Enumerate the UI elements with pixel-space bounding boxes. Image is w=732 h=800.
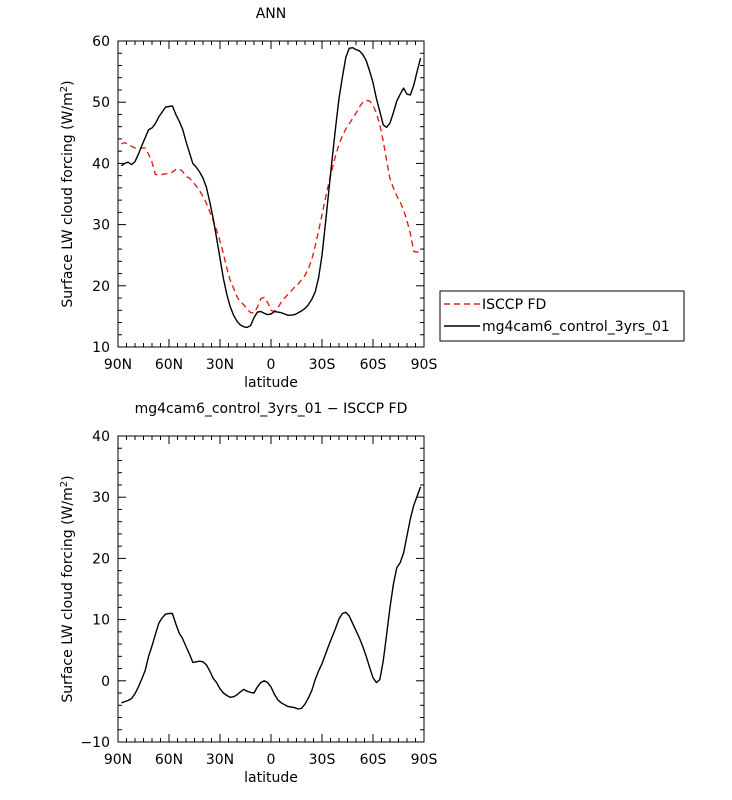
series-line-0 [121,486,422,710]
y-tick-label: 30 [92,490,110,506]
y-tick-label: −10 [80,735,110,751]
x-tick-label: 30S [309,752,336,768]
x-tick-label: 60S [360,752,387,768]
y-tick-label: 40 [92,429,110,445]
x-tick-label: 30N [206,752,234,768]
y-axis-label-close: ) [60,80,76,85]
legend-box [439,290,685,342]
top-panel: ANN 90N 60N 30N 0 30S 60S 90S 10 20 30 40 50 60 latitu… [59,6,685,391]
y-axis-label: Surface LW cloud forcing (W/m2) [59,80,76,307]
y-tick-label: 10 [92,340,110,356]
y-tick-label: 20 [92,551,110,567]
y-tick-label: 60 [92,34,110,50]
x-axis-label: latitude [244,770,298,786]
x-tick-label: 90N [104,357,132,373]
chart-title: mg4cam6_control_3yrs_01 − ISCCP FD [135,401,408,417]
y-tick-label: 30 [92,218,110,234]
series-line-1 [120,47,422,329]
y-tick-label: 50 [92,95,110,111]
y-axis-label-main: Surface LW cloud forcing (W/m [60,92,76,307]
y-tick-label: 20 [92,279,110,295]
y-axis-label-superscript: 2 [59,86,70,92]
bottom-panel: mg4cam6_control_3yrs_01 − ISCCP FD 90N 60N… [59,401,437,786]
y-axis-label-main: Surface LW cloud forcing (W/m [60,487,76,702]
x-tick-label: 60N [155,357,183,373]
legend-label-0: ISCCP FD [482,297,546,313]
y-tick-label: 0 [101,674,110,690]
x-tick-label: 0 [267,752,276,768]
x-tick-label: 90N [104,752,132,768]
y-axis-label-close: ) [60,475,76,480]
legend-label-1: mg4cam6_control_3yrs_01 [482,319,670,335]
x-tick-label: 0 [267,357,276,373]
chart-title: ANN [256,6,287,22]
series-line-0 [121,99,421,314]
y-tick-label: 40 [92,156,110,172]
x-tick-label: 30S [309,357,336,373]
y-tick-label: 10 [92,613,110,629]
y-axis-label-superscript: 2 [59,481,70,487]
x-tick-label: 60S [360,357,387,373]
x-tick-label: 30N [206,357,234,373]
y-axis-label: Surface LW cloud forcing (W/m2) [59,475,76,702]
x-tick-label: 90S [411,752,438,768]
x-tick-label: 60N [155,752,183,768]
x-tick-label: 90S [411,357,438,373]
x-axis-label: latitude [244,375,298,391]
